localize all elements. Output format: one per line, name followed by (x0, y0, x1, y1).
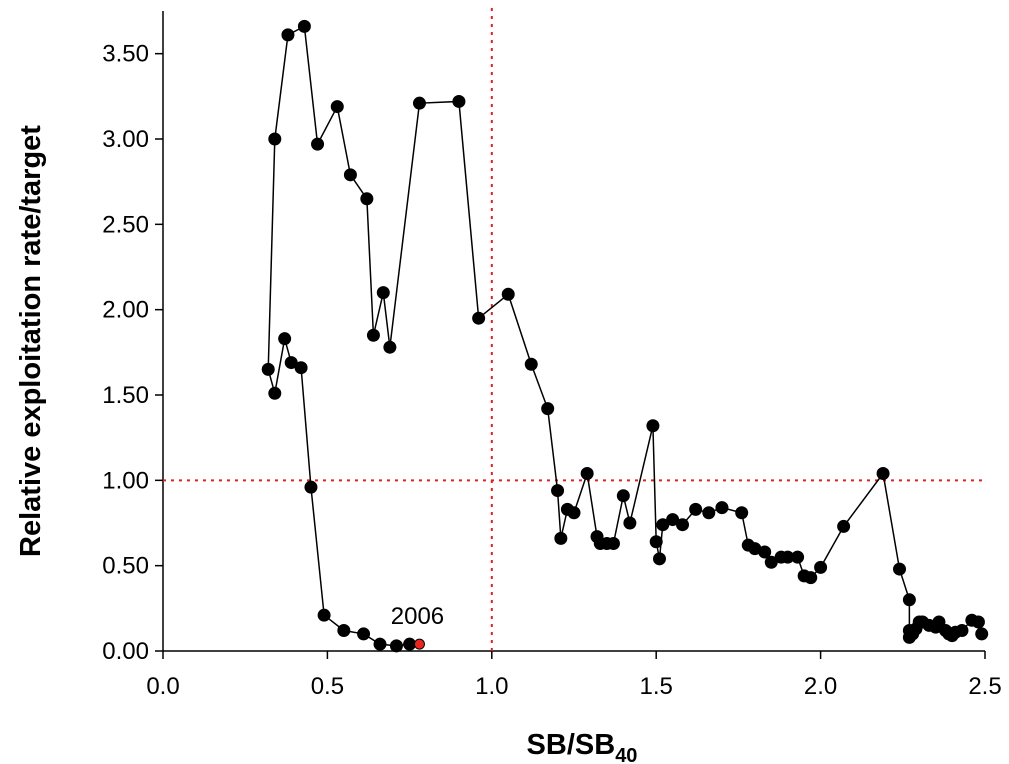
point (975, 627, 989, 641)
y-tick-label: 1.00 (102, 467, 149, 494)
point (297, 19, 311, 33)
point (541, 402, 555, 416)
y-axis-label: Relative exploitation rate/target (15, 125, 47, 557)
point (317, 608, 331, 622)
point (524, 357, 538, 371)
point (715, 501, 729, 515)
x-tick-label: 0.0 (146, 673, 179, 700)
point (373, 637, 387, 651)
point (304, 480, 318, 494)
point (403, 637, 417, 651)
point (501, 287, 515, 301)
point (893, 562, 907, 576)
point (741, 538, 755, 552)
point (268, 132, 282, 146)
point (580, 467, 594, 481)
point (965, 613, 979, 627)
point (876, 467, 890, 481)
y-tick-label: 2.00 (102, 297, 149, 324)
point (837, 519, 851, 533)
point (376, 286, 390, 300)
point (366, 328, 380, 342)
x-axis-label-subscript: 40 (615, 745, 637, 764)
point (689, 502, 703, 516)
y-tick-label: 0.00 (102, 638, 149, 665)
point (268, 386, 282, 400)
y-tick-label: 2.50 (102, 211, 149, 238)
x-tick-label: 1.0 (475, 673, 508, 700)
point (383, 340, 397, 354)
highlight-point (413, 638, 425, 650)
point (814, 560, 828, 574)
point (261, 362, 275, 376)
point (616, 489, 630, 503)
x-tick-label: 2.5 (968, 673, 1001, 700)
point (311, 137, 325, 151)
point (389, 639, 403, 653)
point (343, 168, 357, 182)
point (360, 192, 374, 206)
point (330, 100, 344, 114)
point (590, 530, 604, 544)
point (902, 593, 916, 607)
point (294, 361, 308, 375)
point (554, 531, 568, 545)
x-axis-label: SB/SB40 (527, 729, 638, 764)
x-tick-label: 2.0 (804, 673, 837, 700)
point (902, 624, 916, 638)
point (764, 555, 778, 569)
point-annotation: 2006 (391, 603, 444, 630)
x-tick-label: 1.5 (640, 673, 673, 700)
y-tick-label: 3.00 (102, 126, 149, 153)
point (472, 311, 486, 325)
point (452, 94, 466, 108)
x-tick-label: 0.5 (311, 673, 344, 700)
point (646, 419, 660, 433)
point (412, 96, 426, 110)
point (281, 28, 295, 42)
point (278, 332, 292, 346)
point (623, 516, 637, 530)
y-tick-label: 3.50 (102, 41, 149, 68)
x-axis-label-main: SB/SB (527, 729, 616, 761)
y-tick-label: 0.50 (102, 553, 149, 580)
point (337, 624, 351, 638)
point (551, 484, 565, 498)
point (652, 552, 666, 566)
point (357, 627, 371, 641)
point (656, 518, 670, 532)
y-tick-label: 1.50 (102, 382, 149, 409)
point (649, 535, 663, 549)
point (560, 502, 574, 516)
point (735, 506, 749, 520)
point (797, 569, 811, 583)
point (702, 506, 716, 520)
